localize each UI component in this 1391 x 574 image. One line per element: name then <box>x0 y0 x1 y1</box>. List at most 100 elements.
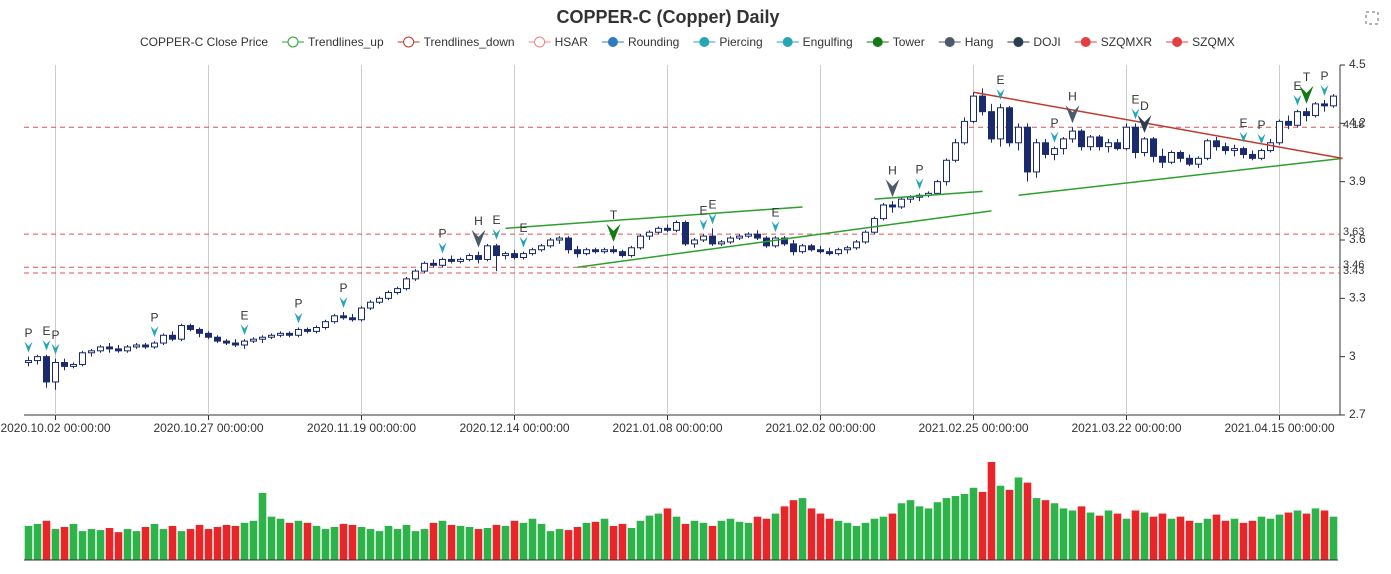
signal-label: P <box>915 163 923 177</box>
legend-icon <box>1013 37 1024 47</box>
volume-bar <box>1194 522 1203 560</box>
volume-bar <box>780 506 789 560</box>
volume-bar <box>1086 512 1095 560</box>
candle-body <box>286 332 293 336</box>
volume-bar <box>1302 513 1311 560</box>
volume-bar <box>1005 489 1014 560</box>
volume-bar <box>204 529 213 560</box>
candle-body <box>133 344 140 348</box>
candle-body <box>214 336 221 342</box>
signal-label: E <box>240 308 248 322</box>
volume-bar <box>465 526 474 560</box>
signal-arrow <box>606 223 621 242</box>
legend-icon <box>1080 37 1091 47</box>
candle-body <box>1276 120 1283 144</box>
volume-bar <box>105 528 114 560</box>
candle-body <box>565 237 572 251</box>
volume-bar <box>384 525 393 560</box>
signal-arrow <box>699 219 708 231</box>
volume-bar <box>1140 512 1149 560</box>
volume-bar <box>951 496 960 560</box>
volume-bar <box>690 520 699 560</box>
volume-bar <box>987 462 996 560</box>
signal-label: E <box>699 203 707 217</box>
volume-bar <box>456 525 465 560</box>
candle-body <box>1123 126 1130 150</box>
candle-body <box>421 262 428 272</box>
candle-body <box>664 227 671 231</box>
candle-body <box>466 255 473 260</box>
candle-body <box>430 262 437 266</box>
signal-arrow <box>1299 85 1314 104</box>
volume-bar <box>429 522 438 560</box>
candle-body <box>1087 136 1094 148</box>
candle-body <box>556 237 563 241</box>
candle-body <box>403 278 410 290</box>
volume-bar <box>339 523 348 560</box>
signal-arrow <box>1257 133 1266 145</box>
candle-body <box>1132 126 1139 153</box>
y-tick-label: 4.5 <box>1349 57 1366 71</box>
signal-arrow <box>492 228 501 240</box>
signal-arrow <box>294 312 303 324</box>
volume-bar <box>546 531 555 560</box>
volume-bar <box>726 518 735 560</box>
volume-bar <box>1176 516 1185 560</box>
candle-body <box>790 243 797 253</box>
candle-body <box>142 344 149 348</box>
legend-label: Engulfing <box>803 35 853 49</box>
volume-bar <box>402 524 411 560</box>
legend-label: HSAR <box>555 35 589 49</box>
x-tick-label: 2021.02.02 00:00:00 <box>765 421 875 435</box>
volume-bar <box>573 526 582 560</box>
legend-label: SZQMX <box>1192 35 1235 49</box>
candle-body <box>583 249 590 255</box>
candle-body <box>124 346 131 352</box>
candle-body <box>367 301 374 309</box>
volume-bar <box>528 518 537 560</box>
signal-label: D <box>1140 99 1149 113</box>
signal-label: E <box>1239 116 1247 130</box>
volume-bar <box>177 531 186 560</box>
signal-label: E <box>1293 79 1301 93</box>
volume-bar <box>321 529 330 560</box>
signal-arrow <box>42 339 51 351</box>
x-tick-label: 2021.03.22 00:00:00 <box>1071 421 1181 435</box>
candle-body <box>25 360 32 363</box>
candle-body <box>547 239 554 247</box>
volume-bar <box>870 518 879 560</box>
volume-bar <box>1095 515 1104 560</box>
candle-body <box>1105 142 1112 148</box>
volume-bar <box>1167 518 1176 560</box>
candle-body <box>1096 136 1103 148</box>
candle-body <box>1231 148 1238 152</box>
volume-bar <box>1059 508 1068 560</box>
signal-label: P <box>1257 118 1265 132</box>
legend-icon <box>872 37 883 47</box>
candle-body <box>268 334 275 338</box>
y-tick-label: 2.7 <box>1349 407 1366 421</box>
volume-bar <box>60 526 69 560</box>
signal-label: E <box>771 205 779 219</box>
save-icon[interactable] <box>1365 11 1379 25</box>
candle-body <box>259 336 266 340</box>
volume-bar <box>366 529 375 560</box>
candle-body <box>232 342 239 346</box>
candle-body <box>511 253 518 259</box>
signal-label: E <box>519 221 527 235</box>
candle-body <box>493 245 500 257</box>
volume-bar <box>438 520 447 560</box>
candle-body <box>412 270 419 280</box>
volume-bar <box>699 522 708 560</box>
volume-bar <box>447 524 456 560</box>
volume-bar <box>996 485 1005 560</box>
signal-label: P <box>51 328 59 342</box>
volume-bar <box>123 529 132 560</box>
candle-body <box>115 348 122 352</box>
candle-body <box>898 198 905 208</box>
candle-body <box>529 249 536 255</box>
hsar-label: 3.46 <box>1343 259 1364 271</box>
volume-bar <box>78 531 87 560</box>
signal-label: P <box>438 227 446 241</box>
volume-bar <box>735 521 744 560</box>
